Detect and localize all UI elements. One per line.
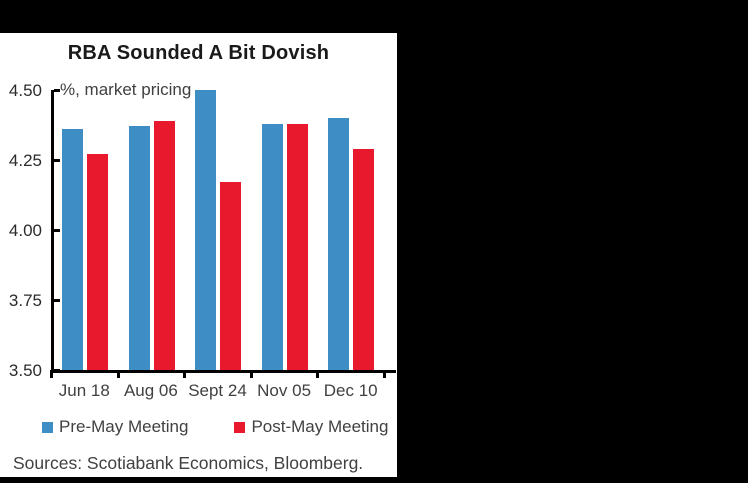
x-axis-label: Nov 05 <box>257 381 312 400</box>
legend: Pre-May Meeting Post-May Meeting <box>42 417 388 437</box>
x-tick <box>183 370 187 378</box>
bar-pre-may-meeting-sept-24 <box>195 90 217 370</box>
bar-pre-may-meeting-dec-10 <box>328 118 350 370</box>
plot-area: 4.50 4.25 4.00 3.75 3.50 Jun 18 Aug 06 Sept 24 N… <box>0 33 397 413</box>
legend-label: Pre-May Meeting <box>59 417 189 436</box>
x-axis-label: Dec 10 <box>323 381 378 400</box>
y-axis-label: 3.50 <box>8 361 42 380</box>
x-tick <box>249 370 253 378</box>
x-tick <box>50 370 53 378</box>
bar-pre-may-meeting-nov-05 <box>261 124 283 370</box>
chart-title: RBA Sounded A Bit Dovish <box>67 42 330 64</box>
legend-item-pre-may-meeting: Pre-May Meeting <box>42 417 188 437</box>
y-axis-label: 4.25 <box>8 151 42 170</box>
y-axis-label: 3.75 <box>8 291 42 310</box>
x-axis-label: Jun 18 <box>58 381 110 400</box>
legend-swatch-pre-may-meeting <box>42 421 53 433</box>
legend-label: Post-May Meeting <box>251 417 389 436</box>
x-axis-label: Sept 24 <box>188 381 247 400</box>
chart-subtitle: %, market pricing <box>60 80 192 99</box>
x-axis-label: Aug 06 <box>123 381 178 400</box>
bar-post-may-meeting-sept-24 <box>220 182 242 370</box>
y-tick <box>54 89 60 92</box>
y-axis-line <box>51 90 54 370</box>
legend-item-post-may-meeting: Post-May Meeting <box>234 417 388 437</box>
y-axis-label: 4.00 <box>8 221 42 240</box>
x-tick <box>383 370 386 378</box>
y-tick <box>54 369 60 372</box>
bar-post-may-meeting-dec-10 <box>353 149 375 370</box>
chart-panel: RBA Sounded A Bit Dovish %, market prici… <box>0 33 397 477</box>
legend-swatch-post-may-meeting <box>234 421 246 433</box>
bar-pre-may-meeting-jun-18 <box>62 129 83 370</box>
y-axis-label: 4.50 <box>8 81 42 100</box>
sources-text: Sources: Scotiabank Economics, Bloomberg… <box>13 453 364 473</box>
y-tick <box>54 229 60 232</box>
bar-post-may-meeting-nov-05 <box>286 124 308 370</box>
bar-pre-may-meeting-aug-06 <box>128 126 150 370</box>
x-axis-line <box>51 370 396 373</box>
y-tick <box>54 299 60 302</box>
bar-post-may-meeting-jun-18 <box>87 154 108 370</box>
x-tick <box>116 370 120 378</box>
bar-post-may-meeting-aug-06 <box>153 121 175 370</box>
x-tick <box>316 370 320 378</box>
y-tick <box>54 159 60 162</box>
